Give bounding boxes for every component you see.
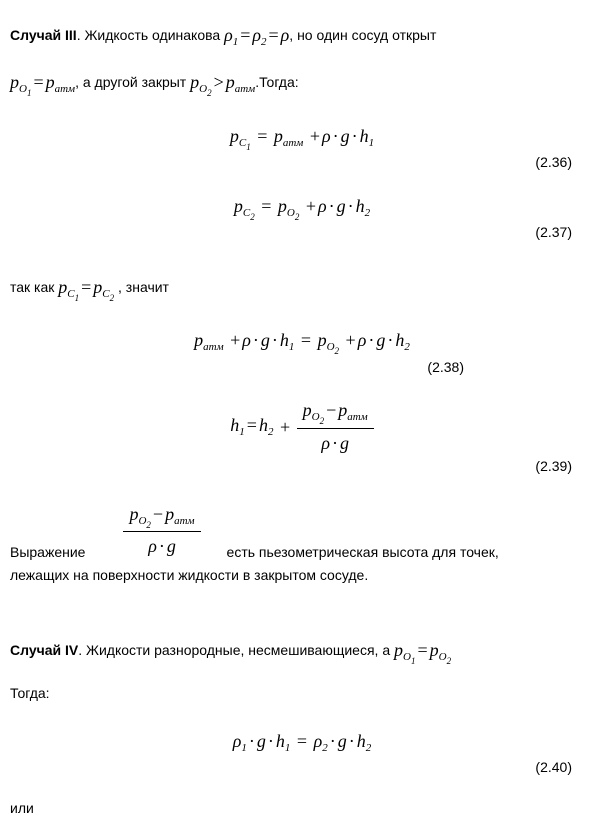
case3-po2: pO2>pатм [190, 72, 255, 92]
eq-239-expr: h1=h2 + pO2−pатм ρ·g [230, 415, 373, 435]
case3-expr-frac: pO2−pатм ρ·g [123, 502, 200, 558]
case3-pc-eq: pC1=pC2 [58, 277, 114, 297]
eq-238: pатм +ρ·g·h1 = pO2 +ρ·g·h2 [10, 328, 594, 355]
case3-since-a: так как [10, 279, 58, 295]
spacer [10, 587, 594, 625]
case3-expr-tail: есть пьезометрическая высота для точек, [221, 543, 499, 564]
eq-240-number: (2.40) [10, 758, 572, 777]
case3-expr-lead: Выражение [10, 543, 89, 564]
eq-239-number: (2.39) [10, 457, 572, 476]
eq-237-number: (2.37) [10, 223, 572, 242]
case3-intro: Случай III. Жидкость одинакова ρ1=ρ2=ρ, … [10, 12, 594, 106]
case3-expr-line2: лежащих на поверхности жидкости в закрыт… [10, 566, 594, 585]
case3-intro-b: , но один сосуд открыт [289, 27, 436, 43]
eq-239: h1=h2 + pO2−pатм ρ·g [10, 398, 594, 454]
case3-since-b: , значит [114, 279, 169, 295]
eq-240-expr: ρ1·g·h1 = ρ2·g·h2 [233, 731, 371, 751]
case3-expr-line1: Выражение pO2−pатм ρ·g есть пьезометриче… [10, 502, 594, 564]
eq-236-expr: pC1 = pатм +ρ·g·h1 [230, 126, 374, 146]
case4-po-eq: pO1=pO2 [394, 640, 451, 660]
eq-236-number: (2.36) [10, 153, 572, 172]
eq-240: ρ1·g·h1 = ρ2·g·h2 [10, 729, 594, 756]
eq-236: pC1 = pатм +ρ·g·h1 [10, 124, 594, 151]
case4-intro-a: . Жидкости разнородные, несмешивающиеся,… [78, 642, 394, 658]
eq-239-frac: pO2−pатм ρ·g [297, 398, 374, 454]
case3-since: так как pC1=pC2 , значит [10, 264, 594, 311]
case3-intro-c: , а другой закрыт [75, 74, 190, 90]
case3-rho-eq: ρ1=ρ2=ρ [224, 25, 289, 45]
case4-label: Случай IV [10, 642, 78, 658]
case4-intro: Случай IV. Жидкости разнородные, несмеши… [10, 627, 594, 711]
eq-237-expr: pC2 = pO2 +ρ·g·h2 [234, 196, 370, 216]
page-root: Случай III. Жидкость одинакова ρ1=ρ2=ρ, … [0, 0, 604, 830]
case4-then: Тогда: [10, 685, 50, 701]
eq-238-expr: pатм +ρ·g·h1 = pO2 +ρ·g·h2 [194, 330, 410, 350]
case3-intro-end: .Тогда: [255, 74, 298, 90]
eq-237: pC2 = pO2 +ρ·g·h2 [10, 194, 594, 221]
case3-po1: pO1=pатм [10, 72, 75, 92]
case3-intro-a: . Жидкость одинакова [77, 27, 224, 43]
case3-label: Случай III [10, 27, 77, 43]
case4-or: или [10, 799, 594, 818]
eq-238-number: (2.38) [10, 358, 464, 377]
